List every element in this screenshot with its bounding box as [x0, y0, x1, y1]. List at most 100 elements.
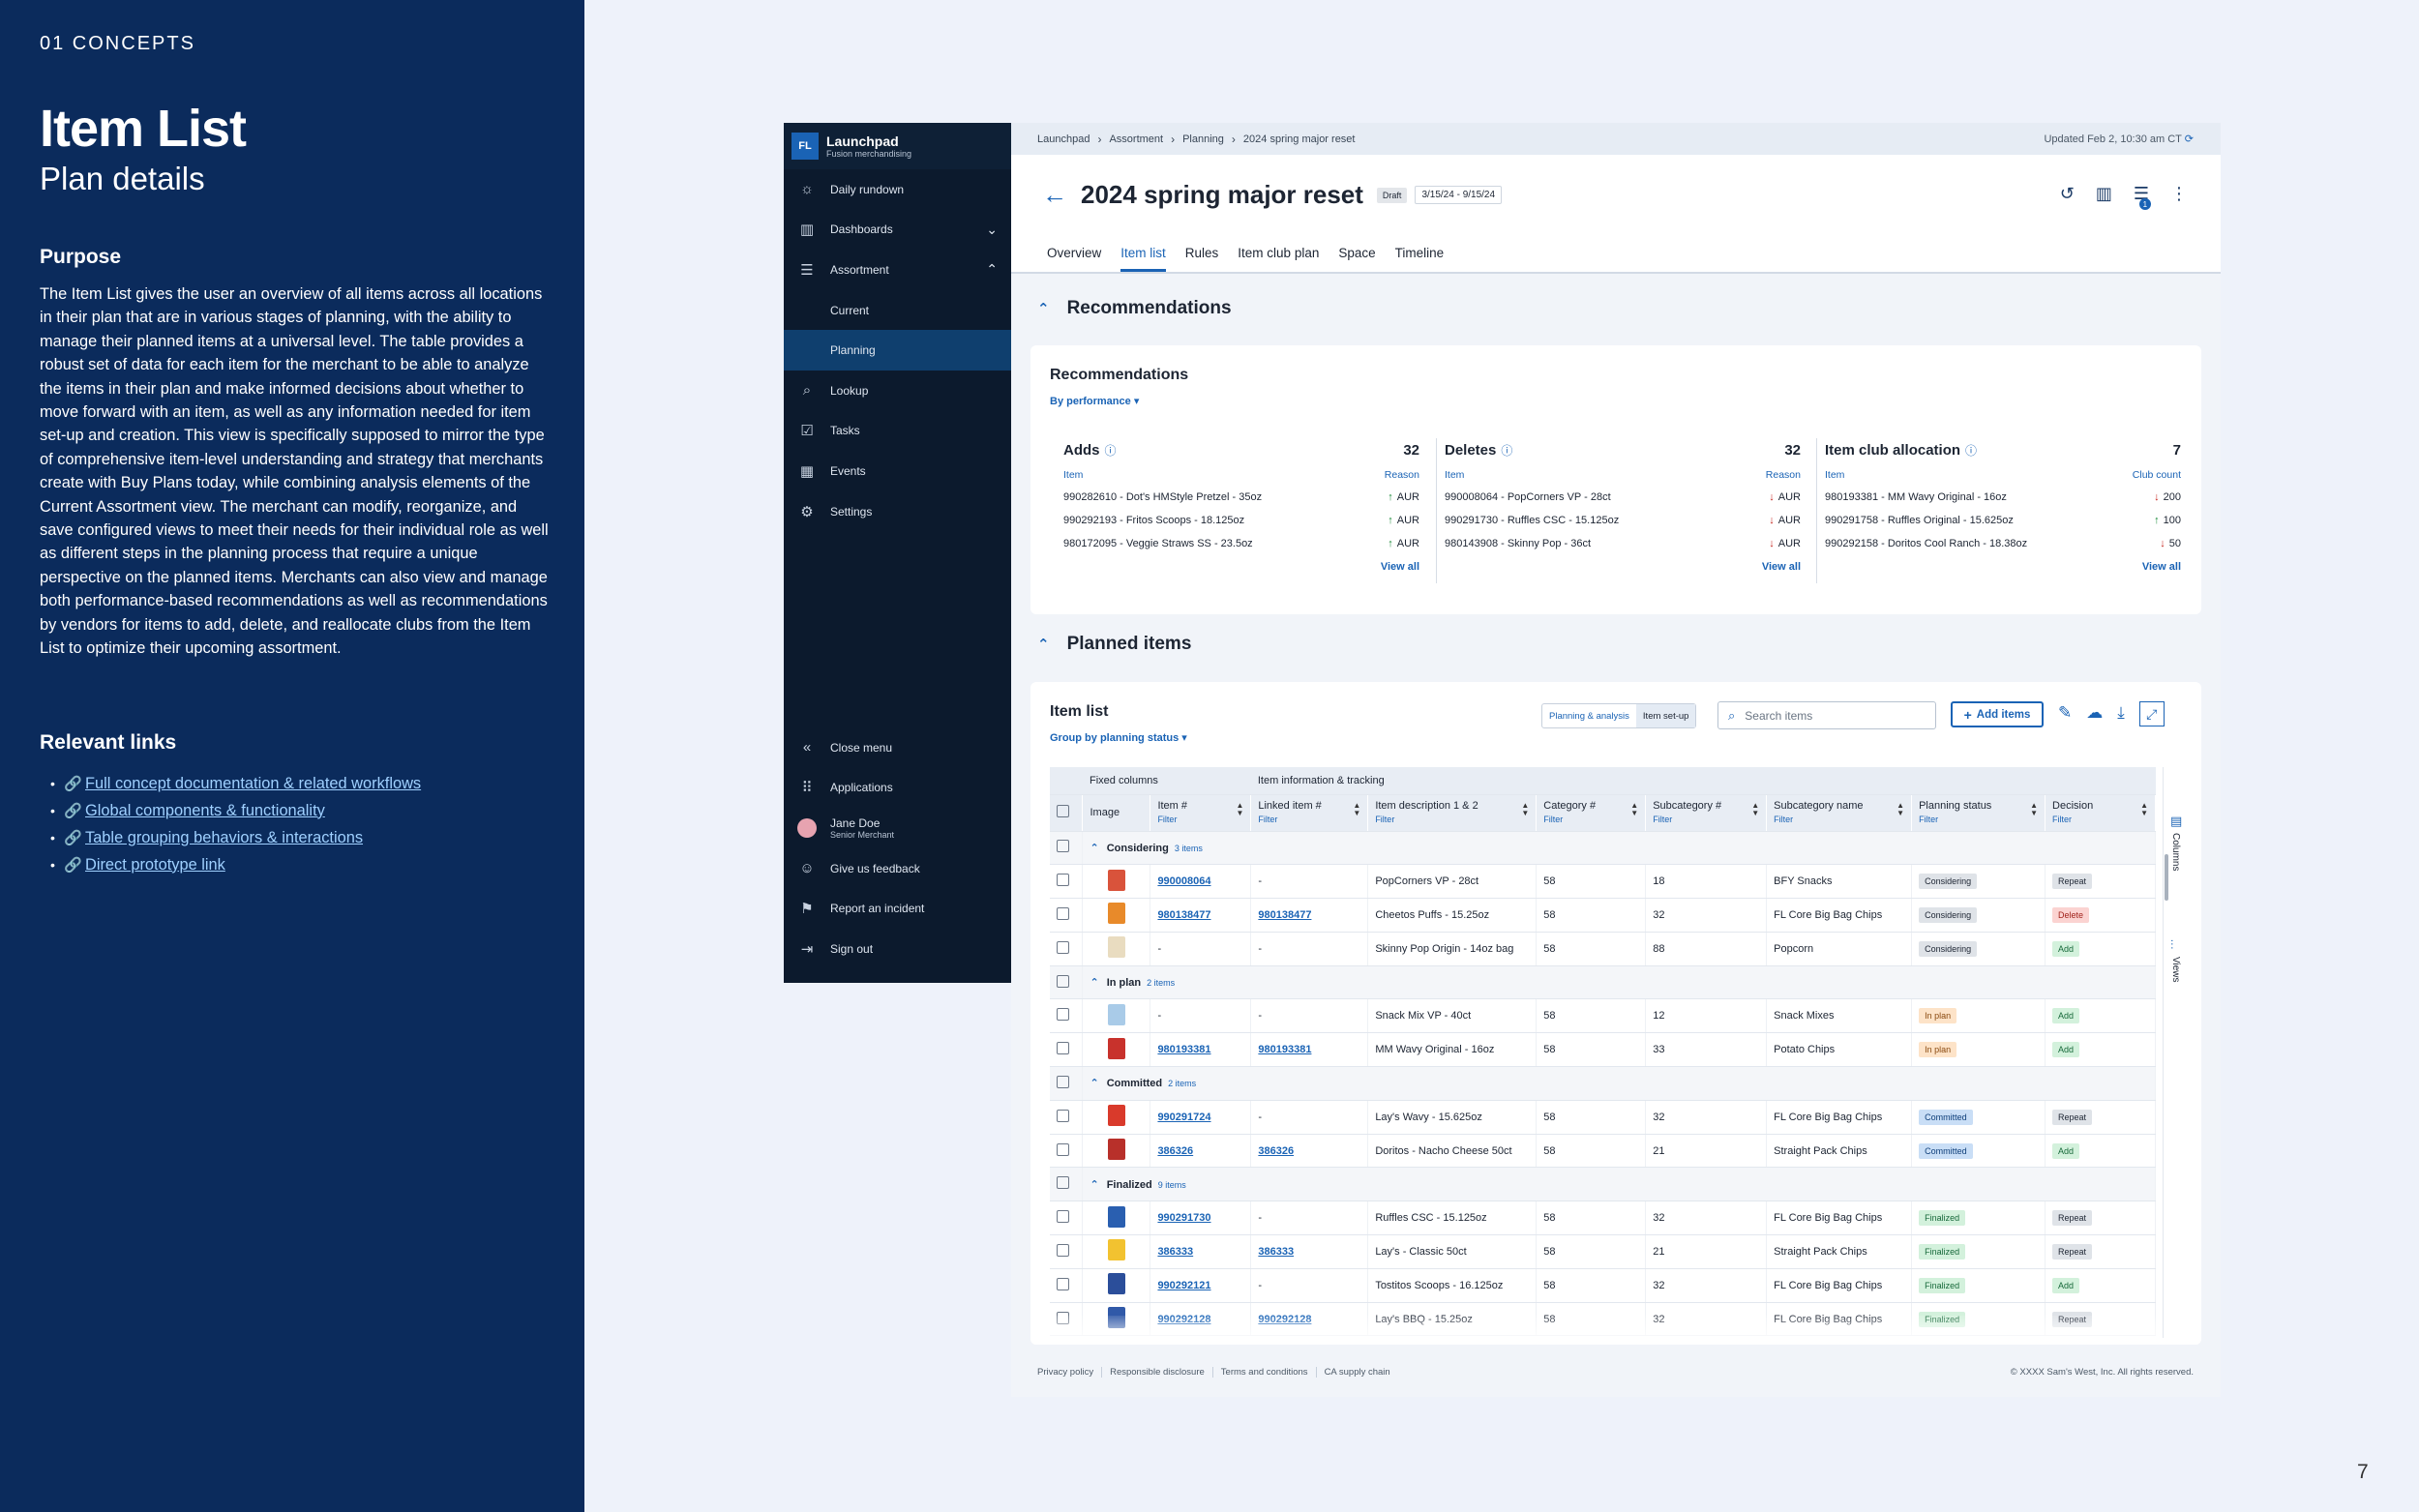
sort-icon[interactable]: ▲ ▼ — [1353, 801, 1361, 817]
nav-item-planning[interactable]: Planning — [784, 330, 1011, 371]
row-checkbox[interactable] — [1057, 1142, 1069, 1156]
close-menu-button[interactable]: «Close menu — [784, 727, 1011, 768]
table-row[interactable]: 990291730- Ruffles CSC - 15.125oz 58 32 FL C… — [1050, 1201, 2156, 1236]
decision-badge[interactable]: Add — [2052, 1008, 2080, 1024]
item-number-link[interactable]: 386333 — [1157, 1245, 1194, 1258]
sort-icon[interactable]: ▲ ▼ — [1630, 801, 1639, 817]
decision-badge[interactable]: Repeat — [2052, 874, 2093, 890]
upload-icon[interactable]: ☁ — [2086, 703, 2104, 722]
chevron-up-icon[interactable]: ⌃ — [1090, 1178, 1099, 1191]
row-checkbox[interactable] — [1057, 1210, 1069, 1224]
decision-badge[interactable]: Repeat — [2052, 1109, 2093, 1125]
item-number-link[interactable]: 990291724 — [1157, 1111, 1211, 1123]
group-row[interactable]: ⌃ Finalized 9 items — [1050, 1167, 2156, 1202]
nav-item-events[interactable]: ▦ Events — [784, 451, 1011, 491]
row-checkbox[interactable] — [1057, 1042, 1069, 1055]
item-number-link[interactable]: 980193381 — [1157, 1044, 1211, 1056]
item-number-link[interactable]: 990008064 — [1157, 875, 1211, 888]
table-row[interactable]: 990291724- Lay's Wavy - 15.625oz 58 32 FL Co… — [1050, 1100, 2156, 1135]
group-row[interactable]: ⌃ Considering 3 items — [1050, 831, 2156, 866]
column-header-subcategory-name[interactable]: ▲ ▼ Subcategory name Filter — [1766, 794, 1913, 832]
table-row[interactable]: 980138477 980138477 Cheetos Puffs - 15.25o… — [1050, 898, 2156, 933]
tab-item-club-plan[interactable]: Item club plan — [1238, 246, 1320, 260]
row-checkbox[interactable] — [1057, 906, 1069, 920]
chart-icon[interactable]: ▥ — [2095, 184, 2112, 203]
views-panel-toggle[interactable]: Views — [2170, 957, 2181, 983]
decision-badge[interactable]: Repeat — [2052, 1210, 2093, 1227]
view-all-club-link[interactable]: View all — [2141, 561, 2181, 573]
row-checkbox[interactable] — [1057, 940, 1069, 954]
group-by-dropdown[interactable]: Group by planning status ▾ — [1050, 732, 1187, 744]
view-all-deletes-link[interactable]: View all — [1761, 561, 1801, 573]
linked-item-link[interactable]: 386326 — [1258, 1144, 1295, 1157]
info-icon[interactable]: ⓘ — [1501, 444, 1513, 458]
item-number-link[interactable]: 386326 — [1157, 1144, 1194, 1157]
decision-badge[interactable]: Add — [2052, 1277, 2080, 1293]
link-docs[interactable]: Full concept documentation & related wor… — [85, 774, 422, 792]
app-brand[interactable]: FL Launchpad Fusion merchandising — [784, 123, 1011, 169]
table-row[interactable]: 386333 386333 Lay's - Classic 50ct 58 21 Stra… — [1050, 1234, 2156, 1269]
toggle-planning-analysis[interactable]: Planning & analysis — [1549, 710, 1629, 722]
info-icon[interactable]: ⓘ — [1965, 444, 1978, 458]
sort-icon[interactable]: ▲ ▼ — [1896, 801, 1905, 817]
sign-out-button[interactable]: ⇥ Sign out — [784, 929, 1011, 969]
tab-rules[interactable]: Rules — [1184, 246, 1219, 260]
planned-items-section-toggle[interactable]: ⌃ Planned items — [1037, 634, 1192, 654]
expand-icon[interactable]: ⤢ — [2138, 701, 2165, 726]
tab-space[interactable]: Space — [1338, 246, 1376, 260]
sort-icon[interactable]: ▲ ▼ — [2140, 801, 2148, 817]
linked-item-link[interactable]: 980138477 — [1258, 908, 1312, 921]
group-checkbox[interactable] — [1057, 840, 1069, 853]
link-prototype[interactable]: Direct prototype link — [85, 855, 225, 874]
table-scrollbar[interactable] — [2165, 854, 2168, 901]
notifications-list-icon[interactable]: ☰ 1 — [2133, 184, 2151, 210]
row-checkbox[interactable] — [1057, 1008, 1069, 1022]
sort-icon[interactable]: ▲ ▼ — [1521, 801, 1530, 817]
link-grouping[interactable]: Table grouping behaviors & interactions — [85, 828, 364, 846]
table-row[interactable]: 386326 386326 Doritos - Nacho Cheese 50ct 5… — [1050, 1134, 2156, 1169]
tab-overview[interactable]: Overview — [1047, 246, 1102, 260]
column-header-category[interactable]: ▲ ▼ Category # Filter — [1536, 794, 1647, 832]
decision-badge[interactable]: Repeat — [2052, 1243, 2093, 1260]
performance-filter-dropdown[interactable]: By performance ▾ — [1050, 396, 1140, 407]
group-row[interactable]: ⌃ Committed 2 items — [1050, 1066, 2156, 1101]
link-components[interactable]: Global components & functionality — [85, 801, 325, 819]
breadcrumb-planning[interactable]: Planning — [1182, 133, 1224, 145]
applications-button[interactable]: ⠿ Applications — [784, 768, 1011, 809]
linked-item-link[interactable]: 386333 — [1258, 1245, 1295, 1258]
info-icon[interactable]: ⓘ — [1104, 444, 1117, 458]
linked-item-link[interactable]: 980193381 — [1258, 1044, 1312, 1056]
user-profile[interactable]: Jane Doe Senior Merchant — [784, 808, 1011, 848]
columns-icon[interactable]: ▤ — [2170, 814, 2183, 828]
select-all-checkbox[interactable] — [1057, 804, 1069, 817]
group-checkbox[interactable] — [1057, 1075, 1069, 1088]
footer-supply-chain-link[interactable]: CA supply chain — [1324, 1367, 1390, 1378]
edit-icon[interactable]: ✎ — [2058, 703, 2073, 722]
item-number-link[interactable]: 980138477 — [1157, 908, 1211, 921]
nav-item-daily-rundown[interactable]: ☼ Daily rundown — [784, 169, 1011, 210]
table-row[interactable]: - - Snack Mix VP - 40ct 58 12 Snack Mixes In p… — [1050, 998, 2156, 1034]
row-checkbox[interactable] — [1057, 874, 1069, 887]
item-number-link[interactable]: 990292121 — [1157, 1279, 1211, 1291]
nav-item-lookup[interactable]: ⌕ Lookup — [784, 371, 1011, 411]
column-header-item[interactable]: ▲ ▼ Item # Filter — [1150, 794, 1252, 832]
tab-item-list[interactable]: Item list — [1120, 246, 1166, 272]
table-row[interactable]: 990008064- PopCorners VP - 28ct 58 18 BFY Sn… — [1050, 864, 2156, 900]
breadcrumb-launchpad[interactable]: Launchpad — [1037, 133, 1090, 145]
column-header-description[interactable]: ▲ ▼ Item description 1 & 2 Filter — [1367, 794, 1538, 832]
download-icon[interactable]: ⤓ — [2117, 703, 2125, 722]
tab-timeline[interactable]: Timeline — [1394, 246, 1445, 260]
nav-item-tasks[interactable]: ☑ Tasks — [784, 411, 1011, 452]
search-input[interactable]: ⌕ Search items — [1717, 701, 1936, 729]
group-checkbox[interactable] — [1057, 974, 1069, 988]
nav-item-assortment[interactable]: ☰ Assortment ⌃ — [784, 250, 1011, 290]
table-row[interactable]: - - Skinny Pop Origin - 14oz bag 58 88 Popcor… — [1050, 932, 2156, 966]
decision-badge[interactable]: Delete — [2052, 906, 2090, 923]
nav-item-dashboards[interactable]: ▥ Dashboards ⌄ — [784, 210, 1011, 251]
footer-privacy-link[interactable]: Privacy policy — [1037, 1367, 1103, 1378]
recommendations-section-toggle[interactable]: ⌃ Recommendations — [1037, 298, 1232, 318]
decision-badge[interactable]: Add — [2052, 1042, 2080, 1058]
more-menu-icon[interactable]: ⋮ — [2170, 184, 2188, 203]
breadcrumb-assortment[interactable]: Assortment — [1109, 133, 1164, 145]
column-header-subcategory[interactable]: ▲ ▼ Subcategory # Filter — [1645, 794, 1768, 832]
